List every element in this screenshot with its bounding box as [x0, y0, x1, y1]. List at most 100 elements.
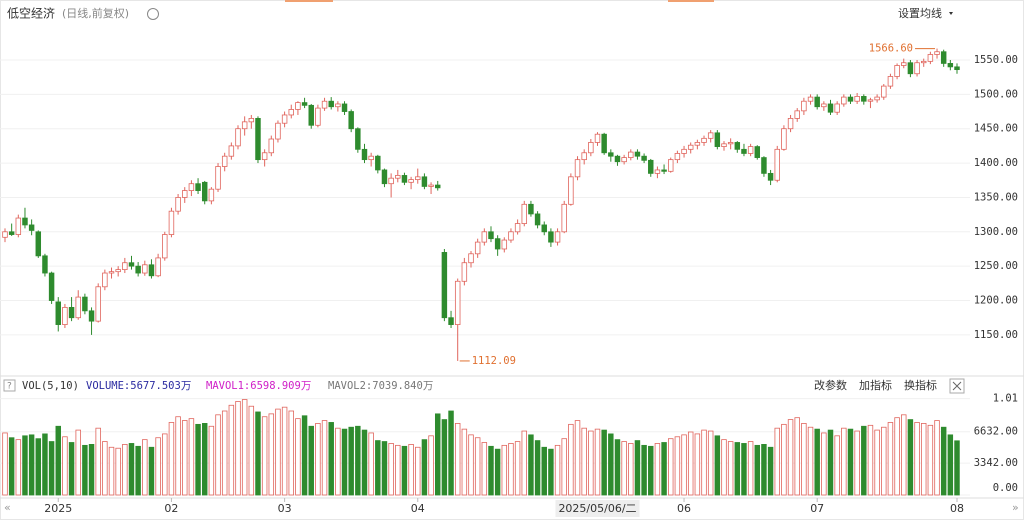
volume-bar [448, 410, 454, 496]
volume-bar [634, 440, 641, 496]
volume-bar [494, 448, 501, 496]
candle-body [142, 264, 148, 274]
candle-body [454, 280, 461, 325]
candle-body [774, 148, 780, 181]
volume-bar [441, 419, 448, 496]
candle-body [108, 271, 115, 274]
mavol2-value: MAVOL2:7039.840万 [328, 380, 433, 392]
candle-body [761, 157, 767, 174]
volume-bar [554, 444, 561, 496]
v-tick-label: 6632.00 [974, 426, 1018, 438]
volume-bar [142, 439, 148, 496]
candle-body [581, 152, 587, 161]
volume-bar [568, 423, 574, 496]
candle-body [754, 146, 761, 158]
volume-bar [321, 420, 328, 496]
volume-bar [621, 441, 627, 496]
volume-bar [221, 410, 228, 496]
help-icon[interactable]: ? [7, 382, 12, 392]
volume-bar [135, 445, 141, 496]
panel-button[interactable]: 加指标 [859, 378, 892, 392]
volume-bar [588, 430, 594, 496]
candle-body [55, 301, 61, 325]
candle-body [934, 51, 940, 55]
candle-body [707, 132, 714, 139]
settings-icon[interactable] [147, 8, 159, 20]
panel-button[interactable]: 改参数 [814, 378, 847, 392]
volume-bar [701, 429, 707, 496]
volume-bar [15, 439, 22, 496]
candle-body [561, 203, 567, 233]
candle-body [441, 252, 448, 319]
y-tick-label: 1550.00 [974, 54, 1018, 66]
annotation-label: 1566.60 [869, 43, 913, 55]
v-tick-label: 1.01 [993, 393, 1018, 405]
candle-body [155, 257, 161, 277]
candle-body [601, 133, 607, 154]
candle-body [474, 241, 481, 255]
candle-body [694, 142, 701, 146]
candle-body [275, 122, 281, 140]
candle-body [168, 210, 175, 235]
volume-bar [115, 447, 121, 496]
x-tick-label: 2025 [44, 502, 72, 515]
candle-body [268, 138, 275, 154]
scroll-right[interactable]: » [1012, 501, 1019, 514]
candle-body [674, 153, 681, 161]
volume-bar [88, 444, 95, 496]
candle-body [787, 118, 794, 130]
candle-body [861, 96, 867, 102]
help-box[interactable] [3, 379, 16, 392]
candle-body [528, 203, 534, 215]
candle-body [801, 100, 807, 112]
volume-bar [787, 419, 794, 496]
candle-body [881, 85, 887, 98]
candle-body [727, 142, 734, 145]
cursor-label: 2025/05/06/二 [558, 502, 636, 515]
volume-bar [315, 423, 321, 496]
close-icon[interactable] [952, 381, 962, 391]
candle-body [401, 175, 408, 183]
period-label: (日线,前复权) [62, 6, 129, 20]
candle-body [448, 317, 454, 325]
candle-body [208, 188, 215, 202]
v-tick-label: 3342.00 [974, 457, 1018, 469]
volume-bar [421, 439, 428, 496]
scroll-left[interactable]: « [4, 501, 11, 514]
volume-bar [168, 422, 175, 496]
volume-bar [574, 420, 581, 496]
candle-body [62, 306, 68, 325]
volume-bar [674, 436, 681, 496]
volume-bar [861, 425, 867, 496]
candle-body [807, 96, 814, 102]
volume-bar [55, 425, 61, 496]
volume-bar [295, 418, 301, 496]
volume-bar [348, 426, 354, 496]
volume-bar [887, 422, 894, 496]
volume-bar [747, 441, 754, 496]
volume-bar [75, 429, 81, 496]
dropdown-arrow [949, 12, 953, 15]
annotation-label: 1112.09 [472, 355, 516, 367]
candle-body [195, 183, 201, 191]
x-tick-label: 08 [950, 502, 964, 515]
volume-bar [761, 444, 767, 496]
ma-setting-button[interactable]: 设置均线 [898, 6, 942, 20]
candle-body [867, 99, 874, 102]
candle-body [42, 255, 48, 274]
candle-body [641, 155, 647, 161]
panel-button[interactable]: 换指标 [904, 378, 937, 392]
volume-bar [22, 435, 28, 496]
volume-bar [8, 437, 15, 496]
volume-bar [668, 438, 674, 496]
candle-body [188, 183, 195, 191]
volume-bar [35, 438, 42, 496]
candle-body [901, 62, 907, 66]
candle-body [821, 103, 827, 108]
volume-bar [801, 423, 807, 496]
volume-bar [541, 446, 547, 496]
candle-body [594, 133, 601, 143]
volume-bar [62, 436, 68, 496]
volume-bar [401, 445, 408, 496]
close-box[interactable] [949, 378, 965, 394]
